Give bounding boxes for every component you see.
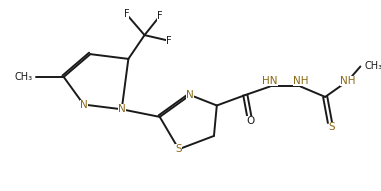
Text: NH: NH bbox=[340, 76, 356, 86]
Text: CH₃: CH₃ bbox=[14, 72, 32, 82]
Text: NH: NH bbox=[293, 76, 308, 86]
Text: HN: HN bbox=[262, 76, 278, 86]
Text: S: S bbox=[328, 122, 335, 132]
Text: S: S bbox=[176, 144, 182, 154]
Text: F: F bbox=[157, 11, 163, 21]
Text: F: F bbox=[166, 36, 172, 46]
Text: O: O bbox=[246, 116, 254, 126]
Text: F: F bbox=[124, 9, 129, 19]
Text: N: N bbox=[186, 90, 194, 100]
Text: N: N bbox=[80, 100, 88, 109]
Text: N: N bbox=[118, 104, 126, 114]
Text: CH₃: CH₃ bbox=[364, 62, 381, 71]
